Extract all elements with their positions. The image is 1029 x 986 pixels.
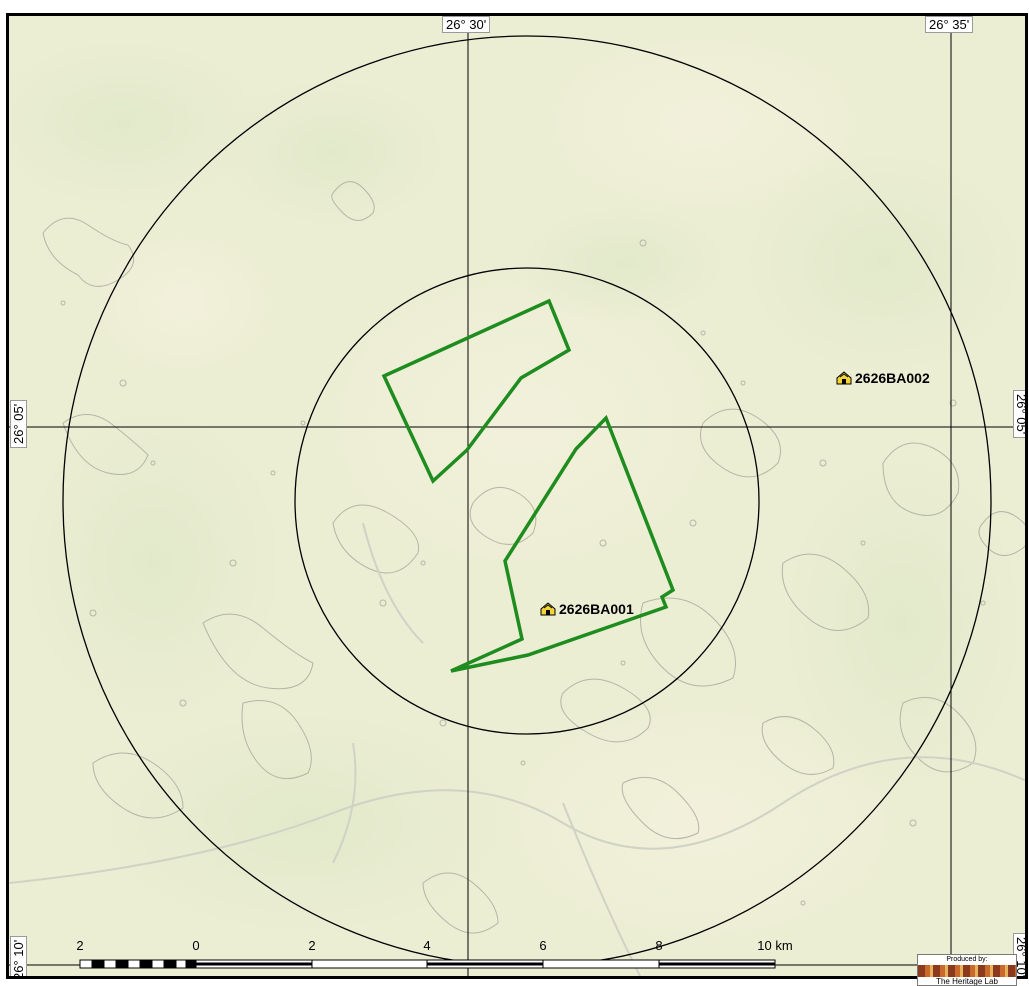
credit-logo: Produced by: The Heritage Lab: [917, 954, 1017, 986]
credit-organisation: The Heritage Lab: [918, 977, 1016, 985]
contour-lines: [42, 181, 1025, 934]
project-boundary: [381, 298, 676, 673]
boundary-polygon-north: [381, 298, 572, 484]
coord-label-lon-2635: 26° 35': [925, 16, 974, 33]
scale-label: 2: [308, 938, 316, 953]
credit-produced-by: Produced by:: [946, 956, 988, 963]
boundary-polygon-south: [450, 414, 676, 673]
heritage-site-icon: [836, 371, 852, 385]
heritage-lab-logo-icon: [918, 965, 1016, 977]
coord-label-lat-2610-left: 26° 10': [10, 935, 27, 976]
scale-label: 8: [655, 938, 663, 953]
site-label-text: 2626BA002: [855, 370, 930, 386]
scale-label: 6: [539, 938, 547, 953]
terrain-layer: [9, 16, 1025, 976]
scale-label: 10 km: [757, 938, 793, 953]
inner-buffer-ring: [294, 267, 760, 735]
site-marker-2626BA002[interactable]: 2626BA002: [836, 370, 930, 386]
scale-label: 0: [192, 938, 200, 953]
map-frame: 26° 30' 26° 35' 26° 05' 26° 05' 26° 10' …: [6, 13, 1028, 979]
coord-label-lat-2605-left: 26° 05': [10, 399, 27, 448]
coord-label-lat-2605-right: 26° 05': [1013, 390, 1025, 439]
scale-label: 4: [423, 938, 431, 953]
scale-label: 2: [76, 938, 84, 953]
map-canvas: [9, 16, 1025, 976]
site-marker-2626BA001[interactable]: 2626BA001: [540, 601, 634, 617]
scale-bar: [79, 959, 776, 969]
heritage-site-icon: [540, 602, 556, 616]
site-label-text: 2626BA001: [559, 601, 634, 617]
contour-dots: [60, 239, 986, 906]
coord-label-lon-2630: 26° 30': [442, 16, 491, 33]
